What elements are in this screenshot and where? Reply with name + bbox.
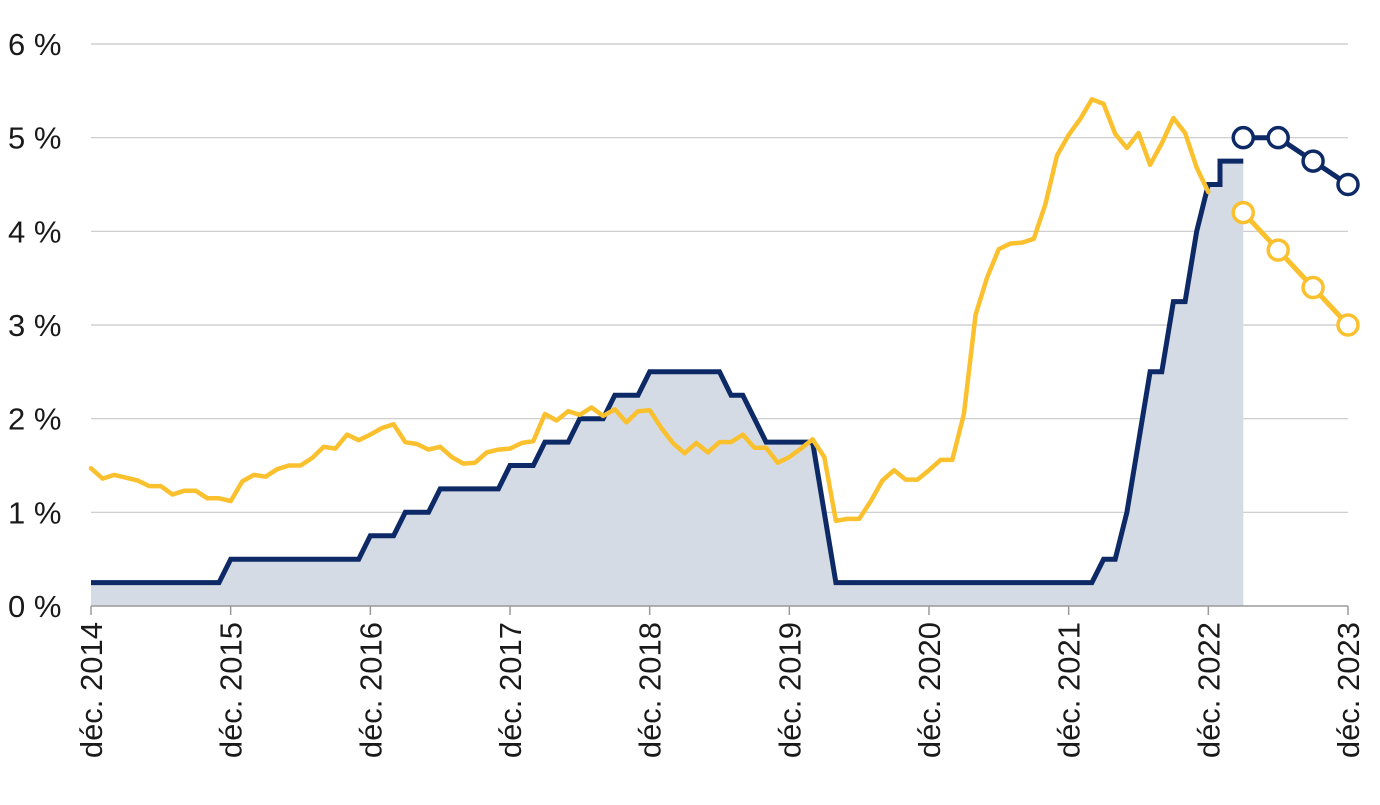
series-line — [88, 97, 1211, 524]
y-axis-tick-labels: 0 % 1 % 2 % 3 % 4 % 5 % 6 % — [8, 27, 61, 624]
x-tick-label: déc. 2018 — [633, 622, 668, 758]
data-point-marker — [1231, 125, 1255, 150]
x-axis — [90, 605, 1349, 615]
y-tick-label: 4 % — [8, 214, 61, 249]
x-tick-label: déc. 2022 — [1191, 622, 1226, 758]
y-tick-label: 6 % — [8, 27, 61, 62]
x-tick-label: déc. 2015 — [214, 622, 249, 758]
x-tick-label: déc. 2014 — [74, 622, 109, 758]
data-point-marker — [1266, 125, 1290, 150]
area-layer — [91, 161, 1244, 606]
series-layer — [88, 97, 1351, 586]
x-tick-label: déc. 2020 — [912, 622, 947, 758]
x-axis-tick-labels: déc. 2014 déc. 2015 déc. 2016 déc. 2017 déc.… — [74, 622, 1366, 758]
series-line — [1240, 135, 1351, 187]
data-point-marker — [1301, 275, 1325, 300]
series-line — [1240, 210, 1351, 328]
x-tick-label: déc. 2016 — [353, 622, 388, 758]
series-area-fill — [91, 161, 1244, 606]
x-tick-label: déc. 2017 — [493, 622, 528, 758]
markers-layer — [1231, 125, 1360, 337]
data-point-marker — [1266, 238, 1290, 262]
x-tick-label: déc. 2021 — [1052, 622, 1087, 758]
y-tick-label: 0 % — [8, 589, 61, 624]
data-point-marker — [1301, 149, 1325, 173]
data-point-marker — [1336, 313, 1360, 337]
y-tick-label: 2 % — [8, 402, 61, 437]
x-tick-label: déc. 2023 — [1331, 622, 1366, 758]
y-tick-label: 5 % — [8, 121, 61, 156]
y-tick-label: 1 % — [8, 495, 61, 530]
data-point-marker — [1231, 200, 1255, 225]
data-point-marker — [1336, 172, 1360, 197]
y-tick-label: 3 % — [8, 308, 61, 343]
series-line — [91, 158, 1244, 586]
x-tick-label: déc. 2019 — [772, 622, 807, 758]
